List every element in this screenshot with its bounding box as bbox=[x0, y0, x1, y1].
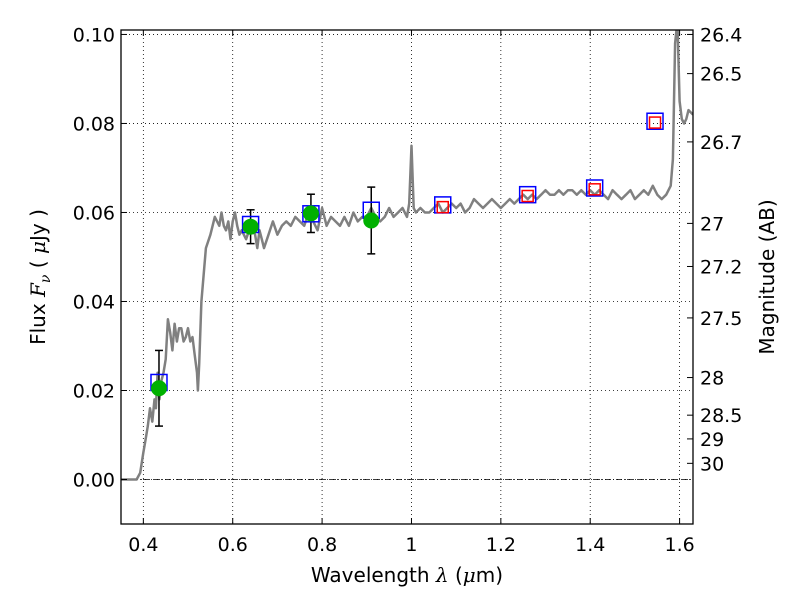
plot-frame bbox=[120, 29, 694, 525]
right-axis-title: Magnitude (AB) bbox=[755, 199, 779, 354]
observed-point bbox=[150, 380, 167, 397]
model-blue-square bbox=[518, 185, 537, 204]
x-tick-label: 1.4 bbox=[575, 534, 605, 556]
y-tick-label: 0.10 bbox=[73, 24, 115, 46]
y-tick-label: 0.02 bbox=[73, 380, 115, 402]
observed-point bbox=[242, 218, 259, 235]
right-tick-label: 29 bbox=[700, 429, 724, 451]
right-tick-label: 27.2 bbox=[700, 256, 742, 278]
plot-background bbox=[121, 30, 693, 524]
model-blue-square bbox=[585, 179, 604, 197]
x-tick-label: 1.2 bbox=[486, 534, 516, 556]
right-tick-label: 26.5 bbox=[700, 64, 742, 86]
y-tick-label: 0.08 bbox=[73, 113, 115, 135]
observed-point bbox=[363, 212, 380, 229]
y-tick-label: 0.06 bbox=[73, 202, 115, 224]
right-tick-label: 27.5 bbox=[700, 308, 742, 330]
observed-point bbox=[302, 205, 319, 222]
model-red-square bbox=[521, 189, 534, 203]
right-tick-label: 27 bbox=[700, 213, 724, 235]
right-tick-label: 28.5 bbox=[700, 405, 742, 427]
x-axis-title: Wavelength λ (μm) bbox=[311, 563, 503, 587]
x-tick-label: 1.6 bbox=[664, 534, 694, 556]
model-red-square bbox=[436, 200, 449, 214]
x-tick-label: 1 bbox=[405, 534, 417, 556]
x-tick-label: 0.8 bbox=[307, 534, 337, 556]
x-tick-label: 0.6 bbox=[218, 534, 248, 556]
x-tick-labels: 0.4 0.6 0.8 1 1.2 1.4 1.6 bbox=[128, 534, 694, 556]
model-red-square bbox=[648, 116, 662, 129]
y-tick-label: 0.04 bbox=[73, 291, 115, 313]
right-tick-label: 28 bbox=[700, 368, 724, 390]
right-tick-label: 26.4 bbox=[700, 24, 742, 46]
y-axis-title: Flux Fν ( μJy ) bbox=[26, 209, 54, 345]
x-tick-label: 0.4 bbox=[128, 534, 158, 556]
right-tick-label: 26.7 bbox=[700, 132, 742, 154]
y-tick-label: 0.00 bbox=[73, 469, 115, 491]
y-tick-labels: 0.00 0.02 0.04 0.06 0.08 0.10 bbox=[73, 24, 115, 491]
model-blue-square bbox=[646, 112, 664, 130]
model-red-square bbox=[588, 183, 601, 196]
right-tick-label: 30 bbox=[700, 453, 724, 475]
ticks bbox=[121, 30, 693, 524]
marker-layer bbox=[150, 112, 664, 397]
